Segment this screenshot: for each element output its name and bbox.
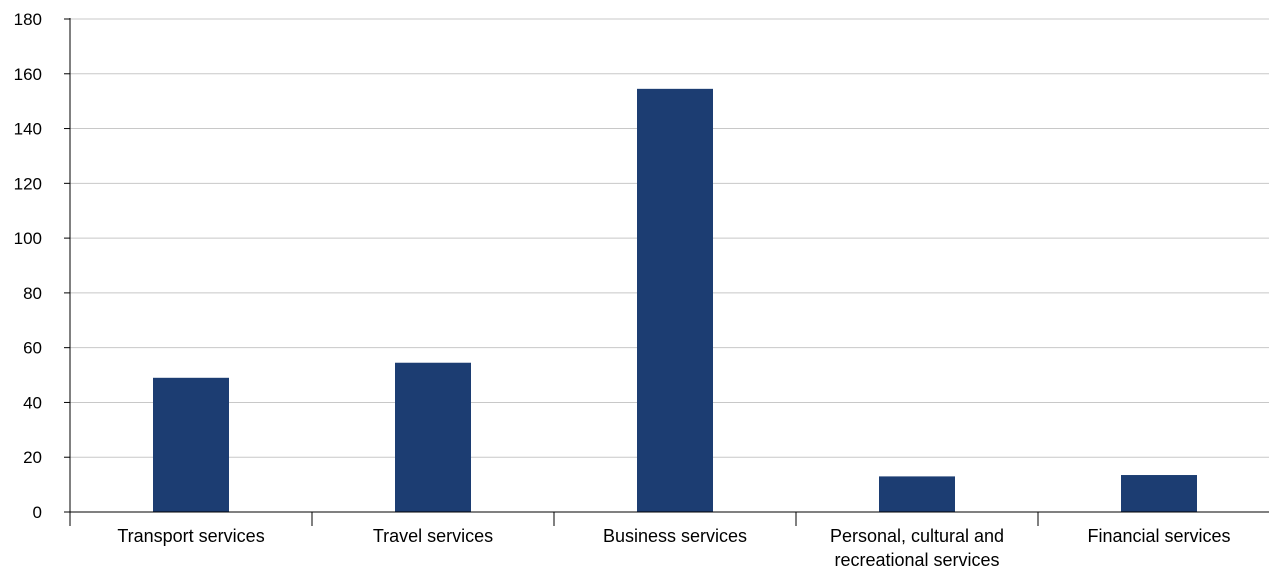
axes: [69, 18, 1269, 513]
y-tick-label: 20: [23, 448, 42, 467]
bars: [153, 88, 1197, 512]
x-category-labels: Transport services Travel services Busines…: [117, 526, 1230, 566]
y-tick-label: 160: [14, 65, 42, 84]
x-category-label: Personal, cultural and: [830, 526, 1004, 546]
x-category-label: Travel services: [373, 526, 493, 546]
y-tick-label: 80: [23, 284, 42, 303]
y-tick-label: 60: [23, 339, 42, 358]
x-category-label: Transport services: [117, 526, 264, 546]
bar: [637, 88, 713, 512]
y-tick-label: 40: [23, 393, 42, 412]
x-category-label: Business services: [603, 526, 747, 546]
x-category-label: Financial services: [1087, 526, 1230, 546]
y-tick-label: 140: [14, 120, 42, 139]
bar: [153, 377, 229, 512]
bar: [395, 362, 471, 512]
y-tick-label: 120: [14, 174, 42, 193]
bar: [879, 476, 955, 512]
y-tick-label: 180: [14, 10, 42, 29]
y-tick-label: 0: [33, 503, 42, 522]
y-tick-label: 100: [14, 229, 42, 248]
bar: [1121, 475, 1197, 512]
y-tick-labels: 0 20 40 60 80 100 120 140 160 180: [14, 10, 42, 522]
x-category-label: recreational services: [834, 550, 999, 566]
